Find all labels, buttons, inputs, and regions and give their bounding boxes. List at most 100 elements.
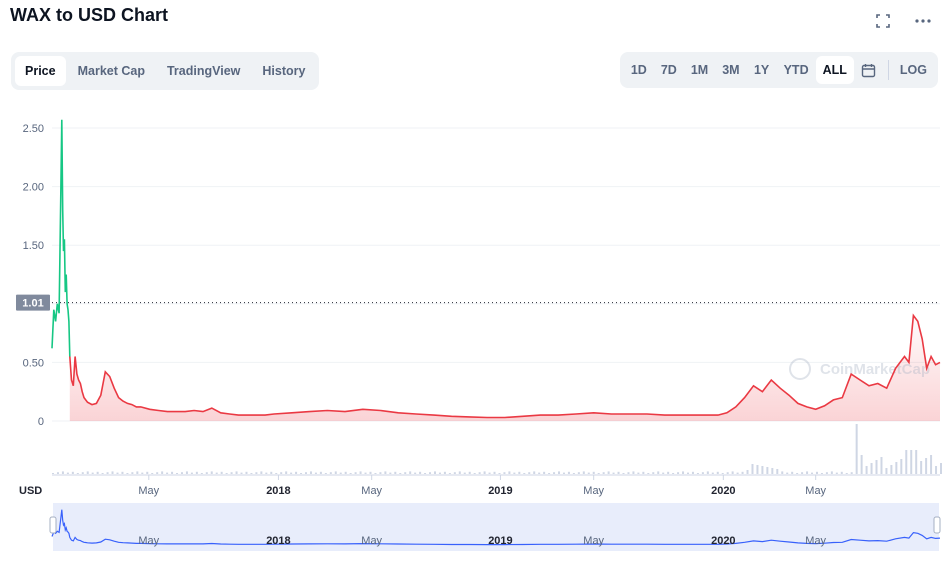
volume-bar (483, 471, 486, 474)
volume-bar (592, 471, 595, 474)
volume-bar (731, 471, 734, 474)
volume-bar (453, 472, 456, 474)
range-1m-button[interactable]: 1M (690, 63, 709, 77)
volume-bar (701, 472, 704, 474)
tab-tradingview[interactable]: TradingView (166, 64, 241, 78)
volume-bar (652, 472, 655, 474)
volume-bar (314, 472, 317, 474)
volume-bar (245, 471, 248, 474)
range-divider (887, 60, 889, 80)
range-1d-button[interactable]: 1D (630, 63, 647, 77)
volume-bar (220, 471, 223, 474)
range-selector: 1D 7D 1M 3M 1Y YTD ALL LOG (619, 52, 938, 88)
tab-market-cap[interactable]: Market Cap (77, 64, 145, 78)
volume-bar (195, 471, 198, 474)
volume-bar (840, 471, 843, 474)
volume-bar (766, 467, 769, 474)
volume-bar (359, 471, 362, 474)
fullscreen-icon[interactable] (872, 10, 894, 32)
volume-bar (632, 471, 635, 474)
volume-bar (151, 473, 154, 474)
volume-bar (830, 471, 833, 474)
volume-bar (71, 471, 74, 474)
volume-bar (305, 472, 308, 474)
volume-bar (696, 473, 699, 474)
range-1y-button[interactable]: 1Y (753, 63, 770, 77)
volume-bar (404, 472, 407, 474)
volume-bar (820, 473, 823, 474)
volume-bar (508, 471, 511, 474)
volume-bar (101, 473, 104, 474)
range-ytd-button[interactable]: YTD (783, 63, 809, 77)
volume-bar (617, 471, 620, 474)
volume-bar (686, 472, 689, 474)
range-navigator[interactable]: May 2018 May 2019 May 2020 May (49, 503, 941, 551)
volume-bar (538, 472, 541, 474)
navigator-left-handle[interactable] (49, 516, 57, 534)
range-all-button[interactable]: ALL (815, 56, 854, 84)
x-tick-label: 2020 (711, 485, 735, 497)
navigator-right-handle[interactable] (933, 516, 941, 534)
more-icon[interactable] (912, 10, 934, 32)
volume-bar (463, 472, 466, 474)
volume-bar (76, 473, 79, 474)
volume-bar (161, 471, 164, 474)
price-line-down (69, 313, 941, 419)
tab-price[interactable]: Price (15, 56, 66, 86)
volume-bar (131, 472, 134, 474)
volume-bar (528, 472, 531, 474)
volume-bar (429, 472, 432, 474)
volume-bar (260, 471, 263, 474)
navigator-tick-label: May (583, 535, 604, 547)
y-tick-label: 0.50 (23, 357, 44, 369)
volume-bar (141, 472, 144, 474)
volume-bar (806, 471, 809, 474)
volume-bar (865, 466, 868, 474)
volume-bar (835, 472, 838, 474)
volume-bar (146, 471, 149, 474)
volume-bar (329, 472, 332, 474)
volume-bar (667, 471, 670, 474)
y-tick-label: 2.50 (23, 123, 44, 135)
volume-bar (543, 471, 546, 474)
x-tick-label: 2018 (266, 485, 290, 497)
volume-bar (647, 473, 650, 474)
volume-bar (344, 471, 347, 474)
volume-bar (657, 471, 660, 474)
tab-history[interactable]: History (262, 64, 306, 78)
volume-bar (612, 472, 615, 474)
volume-bar (225, 473, 228, 474)
volume-bar (409, 471, 412, 474)
volume-bar (558, 471, 561, 474)
watermark: CoinMarketCap (789, 358, 930, 380)
volume-bar (761, 466, 764, 474)
volume-bar (925, 458, 928, 474)
volume-bar (607, 471, 610, 474)
volume-bar (890, 465, 893, 474)
calendar-icon[interactable] (854, 56, 884, 84)
log-scale-button[interactable]: LOG (899, 63, 927, 77)
volume-bar (523, 473, 526, 474)
volume-bar (815, 471, 818, 474)
volume-bar (562, 472, 565, 474)
volume-bar (56, 472, 59, 474)
volume-bar (171, 471, 174, 474)
volume-bar (215, 472, 218, 474)
volume-bar (354, 472, 357, 474)
volume-bar (622, 473, 625, 474)
volume-bar (156, 472, 159, 474)
range-7d-button[interactable]: 7D (660, 63, 677, 77)
current-price-label: 1.01 (16, 294, 50, 311)
volume-bar (577, 472, 580, 474)
volume-bar (910, 450, 913, 474)
range-3m-button[interactable]: 3M (722, 63, 740, 77)
navigator-tick-label: May (361, 535, 382, 547)
x-tick-label: May (805, 485, 826, 497)
volume-bar (776, 469, 779, 474)
volume-bar (384, 471, 387, 474)
volume-bar (756, 465, 759, 474)
x-axis: May 2018 May 2019 May 2020 May (138, 475, 827, 497)
navigator-background (53, 503, 939, 551)
y-tick-label: 2.00 (23, 182, 44, 194)
